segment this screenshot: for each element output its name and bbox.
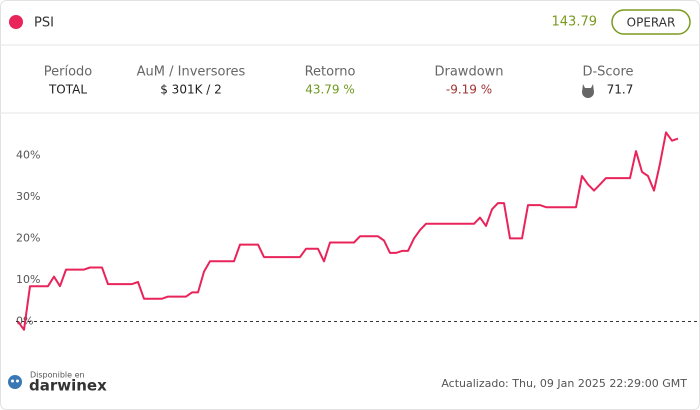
stat-value: $ 301K / 2 (160, 83, 222, 97)
operar-button[interactable] (611, 9, 691, 35)
stat-value: TOTAL (48, 83, 87, 97)
stat-value: -9.19 % (446, 83, 492, 97)
y-tick-label: 10% (16, 273, 40, 286)
stat-value: 71.7 (607, 83, 634, 97)
status-dot (9, 15, 23, 29)
stat-label: AuM / Inversores (137, 65, 246, 80)
dscore-icon (582, 84, 594, 98)
brand-small: Disponible en (30, 371, 85, 380)
stat-value: 43.79 % (305, 83, 355, 97)
name: PSI (34, 16, 54, 31)
line (17, 131, 679, 331)
price: 143.79 (552, 15, 598, 30)
stat-label: Retorno (305, 65, 356, 80)
stat-label: D-Score (582, 65, 633, 80)
stat-label: Drawdown (434, 65, 503, 80)
updated: Actualizado: Thu, 09 Jan 2025 22:29:00 G… (441, 377, 687, 390)
stat-label: Período (44, 65, 93, 80)
logo (8, 375, 22, 389)
y-tick-label: 20% (16, 231, 40, 244)
button-label[interactable]: OPERAR (627, 16, 676, 30)
brand: darwinex (29, 377, 107, 395)
y-tick-label: 30% (16, 190, 40, 203)
y-tick-label: 40% (16, 148, 40, 161)
